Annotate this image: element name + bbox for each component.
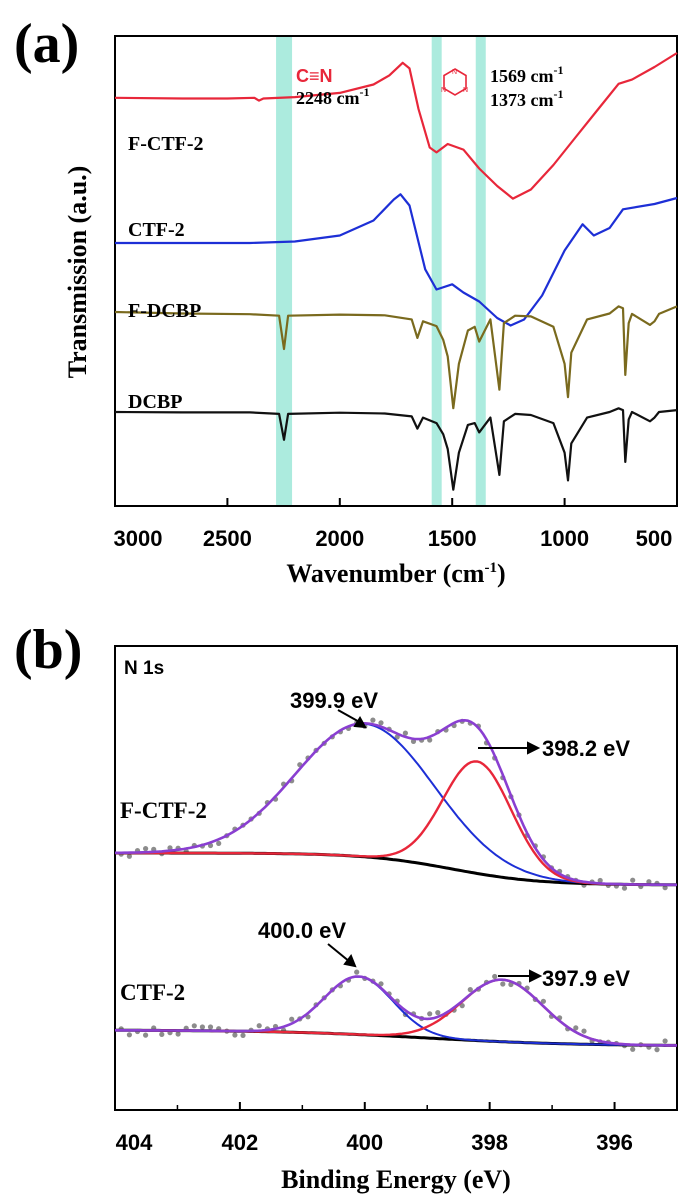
panel-b-label: (b)	[14, 619, 82, 681]
series-line-dcbp	[114, 407, 678, 491]
data-point	[597, 877, 603, 884]
x-ticks-b: 404 402 400 398 396	[114, 1102, 678, 1155]
data-point	[159, 1031, 165, 1037]
x-ticks-a: 3000 2500 2000 1500 1000 500	[114, 498, 678, 551]
data-point	[435, 1010, 441, 1016]
series-line-f-dcbp	[114, 305, 678, 410]
data-point	[378, 981, 384, 987]
data-point	[500, 981, 506, 987]
data-point	[232, 1032, 238, 1038]
series-label-b-f-ctf-2: F-CTF-2	[120, 798, 207, 823]
x-tick-label-2000: 2000	[315, 526, 364, 551]
data-point	[143, 1032, 149, 1038]
x-tick-label-500: 500	[636, 526, 673, 551]
f-ctf-2-envelope	[115, 718, 677, 887]
ctf-2-envelope	[114, 975, 677, 1047]
data-point	[207, 1024, 214, 1030]
data-point	[427, 737, 433, 743]
data-point	[191, 1023, 197, 1029]
data-point	[289, 1016, 295, 1022]
triazine-icon: N N N	[441, 68, 468, 96]
arrow-head-397-9	[529, 969, 543, 983]
data-point	[662, 885, 668, 891]
peak-label-398-2: 398.2 eV	[542, 736, 630, 761]
svg-text:N: N	[463, 87, 468, 94]
svg-text:N: N	[452, 69, 457, 76]
series-label-f-dcbp: F-DCBP	[128, 300, 201, 322]
series-line-ctf-2	[115, 193, 678, 327]
panel-b-title: N 1s	[124, 658, 164, 679]
peak-label-400-0: 400.0 eV	[258, 918, 346, 943]
data-point	[654, 1047, 660, 1053]
highlight-band-2248	[276, 37, 293, 505]
x-tick-label-b-398: 398	[471, 1130, 508, 1155]
arrow-head-398-2	[527, 741, 541, 755]
data-point	[370, 717, 376, 723]
x-tick-label-b-404: 404	[116, 1130, 153, 1155]
data-point	[581, 1028, 587, 1034]
data-point	[630, 1046, 636, 1052]
series-label-dcbp: DCBP	[128, 391, 182, 413]
plot-frame-a	[114, 35, 678, 507]
data-point	[126, 853, 132, 859]
peak-label-399-9: 399.9 eV	[290, 688, 378, 713]
series-group-b	[114, 717, 677, 1053]
series-label-f-ctf-2: F-CTF-2	[128, 133, 204, 155]
data-point	[540, 998, 547, 1004]
x-axis-label-b: Binding Energy (eV)	[281, 1165, 511, 1194]
highlight-bands	[276, 37, 486, 505]
arrow-head-399-9	[353, 716, 367, 729]
data-point	[646, 879, 652, 885]
ctf-2-background	[114, 1028, 677, 1047]
data-point	[402, 730, 408, 736]
peak-label-397-9: 397.9 eV	[542, 966, 630, 991]
cn-symbol: C≡N	[296, 66, 333, 86]
x-tick-label-1500: 1500	[428, 526, 477, 551]
arrow-head-400-0	[343, 953, 357, 968]
data-point	[492, 973, 498, 980]
annotation-arrows	[327, 709, 543, 983]
data-point	[256, 1023, 262, 1029]
data-point	[662, 1038, 668, 1044]
data-point	[467, 987, 473, 993]
data-point	[199, 1024, 205, 1030]
x-tick-label-2500: 2500	[203, 526, 252, 551]
data-point	[143, 846, 149, 852]
data-point	[394, 734, 400, 740]
data-point	[573, 1025, 579, 1031]
x-tick-label-3000: 3000	[114, 526, 163, 551]
x-tick-label-b-402: 402	[222, 1130, 259, 1155]
svg-text:N: N	[441, 87, 446, 94]
series-label-ctf-2: CTF-2	[128, 219, 185, 241]
arrow-400-0	[327, 943, 351, 963]
y-axis-label-a: Transmission (a.u.)	[63, 166, 92, 379]
triazine-value-1: 1569 cm-1	[490, 63, 563, 86]
highlight-band-1569	[431, 37, 442, 505]
data-point	[175, 1031, 181, 1037]
cn-value: 2248 cm-1	[296, 85, 369, 108]
highlight-band-1373	[475, 37, 486, 505]
plot-frame-b	[114, 645, 678, 1111]
data-point	[216, 840, 222, 847]
panel-b: 404 402 400 398 396 N 1s F-CTF-2 CTF-2 399.9…	[114, 645, 678, 1194]
x-tick-label-b-400: 400	[346, 1130, 383, 1155]
data-point	[126, 1032, 132, 1038]
x-tick-label-1000: 1000	[540, 526, 589, 551]
data-point	[427, 1011, 433, 1017]
data-point	[240, 1032, 246, 1038]
triazine-value-2: 1373 cm-1	[490, 87, 563, 110]
data-point	[630, 877, 636, 883]
series-group-a	[114, 52, 678, 491]
data-point	[354, 969, 360, 975]
data-point	[621, 885, 628, 891]
panel-a-label: (a)	[14, 13, 79, 75]
series-line-f-ctf-2	[114, 52, 678, 200]
x-tick-label-b-396: 396	[596, 1130, 633, 1155]
panel-a: 3000 2500 2000 1500 1000 500 F-CTF-2 CTF-2 F-…	[63, 35, 678, 588]
data-point	[378, 720, 384, 726]
f-ctf-2-peak-2	[115, 760, 677, 886]
x-axis-label-a: Wavenumber (cm-1)	[286, 559, 505, 588]
series-label-b-ctf-2: CTF-2	[120, 980, 185, 1005]
